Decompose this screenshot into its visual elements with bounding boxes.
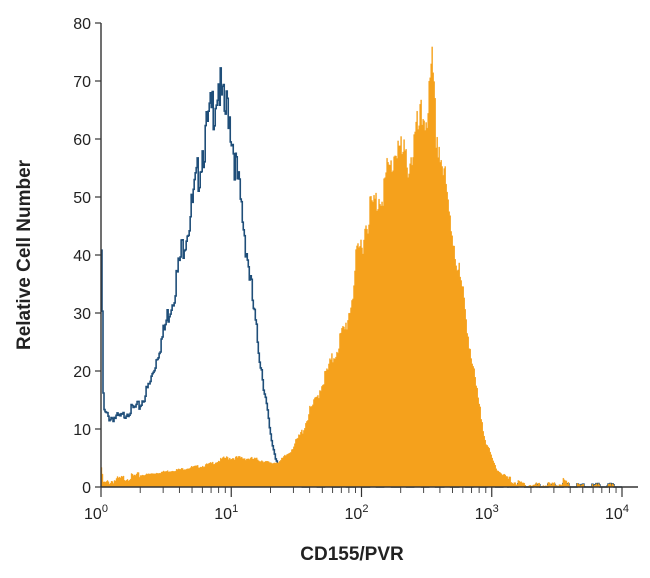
x-tick-label: 100 [84,503,108,523]
y-tick-label: 10 [73,422,91,439]
y-tick-label: 80 [73,16,91,33]
x-tick-label: 104 [605,503,629,523]
y-tick-label: 50 [73,190,91,207]
x-tick-label: 101 [214,503,238,523]
y-tick-label: 70 [73,74,91,91]
axes: 0 10 20 30 40 50 60 70 80 100 101 102 103 104 [73,16,638,523]
y-tick-label: 20 [73,364,91,381]
y-tick-label: 40 [73,248,91,265]
plot-area [100,46,622,488]
filled-histogram-series [100,46,622,488]
y-tick-label: 60 [73,132,91,149]
y-tick-label: 0 [82,480,91,497]
x-axis-title: CD155/PVR [300,544,404,565]
x-tick-label: 102 [345,503,369,523]
y-axis-title: Relative Cell Number [14,159,35,350]
y-tick-label: 30 [73,306,91,323]
x-tick-label: 103 [475,503,499,523]
